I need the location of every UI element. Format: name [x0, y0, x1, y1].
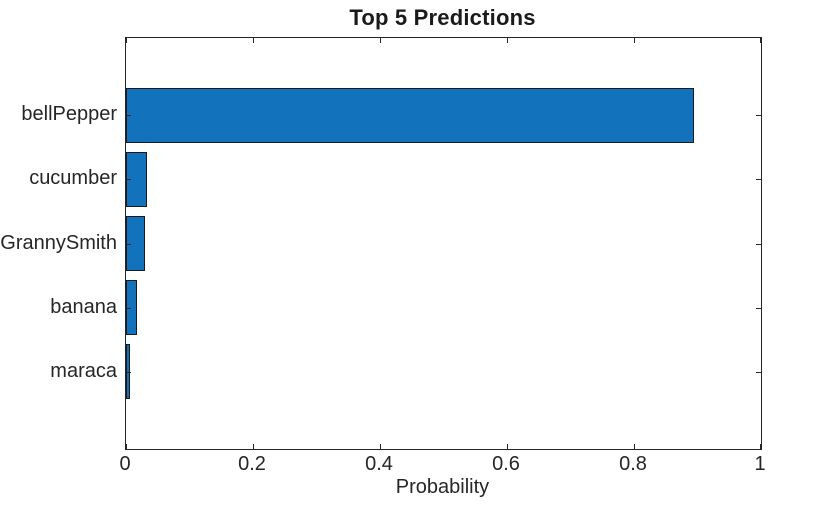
y-tick-right [756, 179, 761, 180]
x-tick-bottom [634, 444, 635, 449]
bar-maraca [126, 344, 131, 400]
x-tick-bottom [760, 444, 761, 449]
y-tick-right [756, 372, 761, 373]
category-label-maraca: maraca [50, 359, 117, 382]
x-tick-bottom [253, 444, 254, 449]
x-tick-label: 0.6 [492, 453, 520, 475]
chart-title: Top 5 Predictions [349, 5, 536, 30]
x-tick-label: 1 [754, 453, 766, 475]
x-tick-label: 0.2 [238, 453, 266, 475]
x-tick-top [253, 38, 254, 43]
bar-GrannySmith [126, 216, 146, 271]
y-tick-left [126, 244, 131, 245]
x-axis-label: Probability [395, 476, 490, 498]
y-tick-left [126, 372, 131, 373]
bar-bellPepper [126, 87, 695, 143]
x-tick-label: 0 [119, 453, 131, 475]
x-tick-top [760, 38, 761, 43]
x-tick-bottom [380, 444, 381, 449]
y-tick-right [756, 308, 761, 309]
y-tick-left [126, 308, 131, 309]
x-tick-bottom [507, 444, 508, 449]
x-tick-label: 0.8 [619, 453, 647, 475]
x-tick-top [380, 38, 381, 43]
x-tick-bottom [126, 444, 127, 449]
bar-banana [126, 280, 137, 336]
y-tick-left [126, 115, 131, 116]
category-label-banana: banana [50, 295, 117, 318]
x-tick-top [634, 38, 635, 43]
x-tick-label: 0.4 [365, 453, 393, 475]
plot-area [125, 37, 762, 450]
category-label-cucumber: cucumber [29, 167, 117, 190]
x-tick-top [126, 38, 127, 43]
category-label-GrannySmith: GrannySmith [0, 231, 117, 254]
x-tick-top [507, 38, 508, 43]
y-tick-left [126, 179, 131, 180]
category-label-bellPepper: bellPepper [21, 103, 117, 126]
y-tick-right [756, 244, 761, 245]
y-tick-right [756, 115, 761, 116]
